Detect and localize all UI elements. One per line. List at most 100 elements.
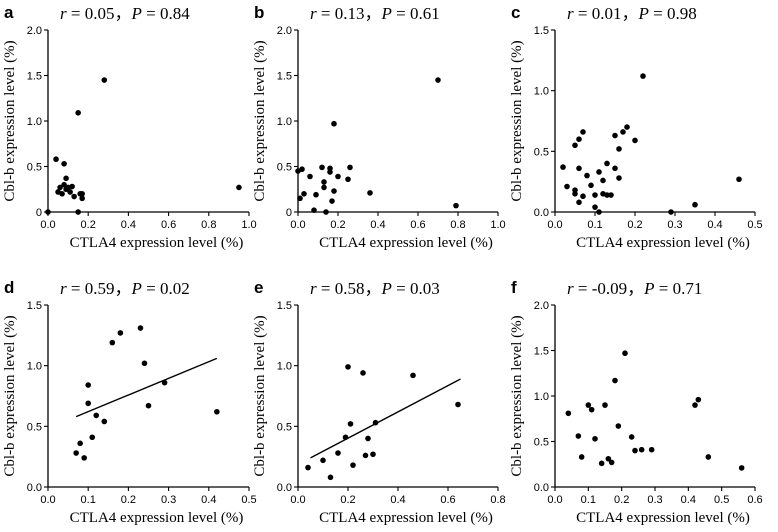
data-point [453, 202, 459, 209]
data-point [585, 402, 592, 408]
data-point [560, 164, 566, 170]
data-point [335, 450, 341, 456]
y-tick-label: 1.5 [277, 300, 292, 312]
data-point [564, 183, 570, 190]
x-tick-label: 0.6 [410, 219, 425, 231]
data-point [612, 377, 618, 384]
data-point [605, 455, 612, 462]
data-point [321, 179, 327, 185]
x-tick-label: 0.5 [241, 494, 256, 506]
data-point [347, 421, 354, 427]
panel-letter: c [511, 3, 520, 22]
data-point [622, 350, 628, 357]
y-tick-label: 1.0 [277, 116, 292, 128]
y-axis-title: Cbl-b expression level (%) [509, 315, 525, 476]
data-point [616, 146, 622, 152]
data-point [604, 160, 610, 167]
x-tick-label: 0.6 [161, 219, 176, 231]
x-tick-label: 0.0 [547, 219, 562, 231]
x-tick-label: 1.0 [241, 219, 256, 231]
r-value: 0.05 [85, 4, 115, 23]
data-point [214, 408, 220, 415]
data-point [145, 402, 152, 409]
x-tick-label: 0.2 [81, 219, 96, 231]
data-point [79, 195, 85, 202]
data-point [640, 73, 646, 79]
p-value: 0.03 [410, 279, 440, 298]
y-tick-label: 0.0 [27, 482, 42, 494]
data-point [331, 188, 337, 194]
y-tick-label: 2.0 [534, 300, 549, 312]
data-point [638, 446, 645, 453]
panel-letter: d [4, 278, 14, 297]
x-tick-label: 0.4 [121, 219, 136, 231]
data-point [628, 434, 635, 440]
data-point [323, 209, 329, 215]
data-point [342, 434, 349, 441]
y-axis-title: Cbl-b expression level (%) [252, 315, 268, 476]
data-point [63, 175, 69, 182]
x-tick-label: 0.0 [290, 494, 305, 506]
data-point [75, 209, 81, 215]
x-tick-label: 0.4 [201, 494, 216, 506]
y-axis-title: Cbl-b expression level (%) [252, 40, 268, 201]
data-point [57, 184, 63, 191]
p-value: 0.71 [673, 279, 703, 298]
data-point [616, 175, 622, 181]
data-point [329, 198, 335, 204]
x-tick-label: 0.8 [450, 219, 465, 231]
data-point [692, 201, 698, 208]
x-tick-label: 0.2 [627, 219, 642, 231]
panel-letter: b [254, 3, 264, 22]
y-tick-label: 0.0 [277, 482, 292, 494]
y-tick-label: 1.0 [534, 86, 549, 98]
data-point [578, 454, 585, 460]
data-point [71, 193, 77, 200]
data-point [307, 173, 313, 180]
data-point [588, 182, 594, 189]
data-point [435, 77, 441, 83]
y-tick-label: 1.5 [534, 25, 549, 37]
r-value: 0.58 [335, 279, 365, 298]
x-tick-label: 0.4 [707, 219, 722, 231]
data-point [331, 120, 337, 127]
x-axis-title: CTLA4 expression level (%) [576, 510, 750, 526]
data-point [85, 382, 91, 388]
y-tick-label: 0.5 [27, 421, 42, 433]
r-value: -0.09 [592, 279, 627, 298]
data-point [692, 402, 698, 408]
data-point [360, 370, 366, 376]
panel-b: b r = 0.13，P = 0.61 0.0 0.2 0.4 0.6 0.8 1.0 0 0.5… [252, 3, 506, 251]
data-point [85, 400, 91, 407]
data-point [576, 165, 582, 172]
data-point [117, 330, 124, 336]
p-value: 0.84 [160, 4, 190, 23]
y-tick-label: 0.0 [534, 482, 549, 494]
data-point [345, 364, 351, 370]
data-point [299, 166, 305, 173]
correlation-stat: r = 0.01，P = 0.98 [567, 4, 697, 23]
y-tick-label: 0.5 [27, 162, 42, 174]
x-axis-title: CTLA4 expression level (%) [70, 510, 244, 526]
y-axis-title: Cbl-b expression level (%) [2, 40, 18, 201]
data-point [596, 169, 602, 175]
x-tick-label: 0.0 [547, 494, 562, 506]
data-point [612, 165, 618, 172]
data-point [335, 173, 341, 180]
x-tick-label: 0.2 [340, 494, 355, 506]
correlation-stat: r = 0.59，P = 0.02 [60, 279, 190, 298]
x-tick-label: 0.1 [587, 219, 602, 231]
correlation-stat: r = -0.09，P = 0.71 [567, 279, 702, 298]
y-tick-label: 1.5 [534, 346, 549, 358]
data-point [297, 195, 303, 202]
panel-f: f r = -0.09，P = 0.71 0.0 0.1 0.2 0.3 0.4 0.5 0.6… [509, 278, 763, 526]
p-value: 0.02 [160, 279, 190, 298]
data-point [69, 183, 75, 190]
x-tick-label: 0.3 [667, 219, 682, 231]
x-tick-label: 0.2 [121, 494, 136, 506]
y-tick-label: 0 [36, 207, 42, 219]
data-point [61, 160, 67, 167]
data-point [580, 193, 586, 200]
panel-c: c r = 0.01，P = 0.98 0.0 0.1 0.2 0.3 0.4 0.5 0.0 0… [509, 3, 763, 251]
